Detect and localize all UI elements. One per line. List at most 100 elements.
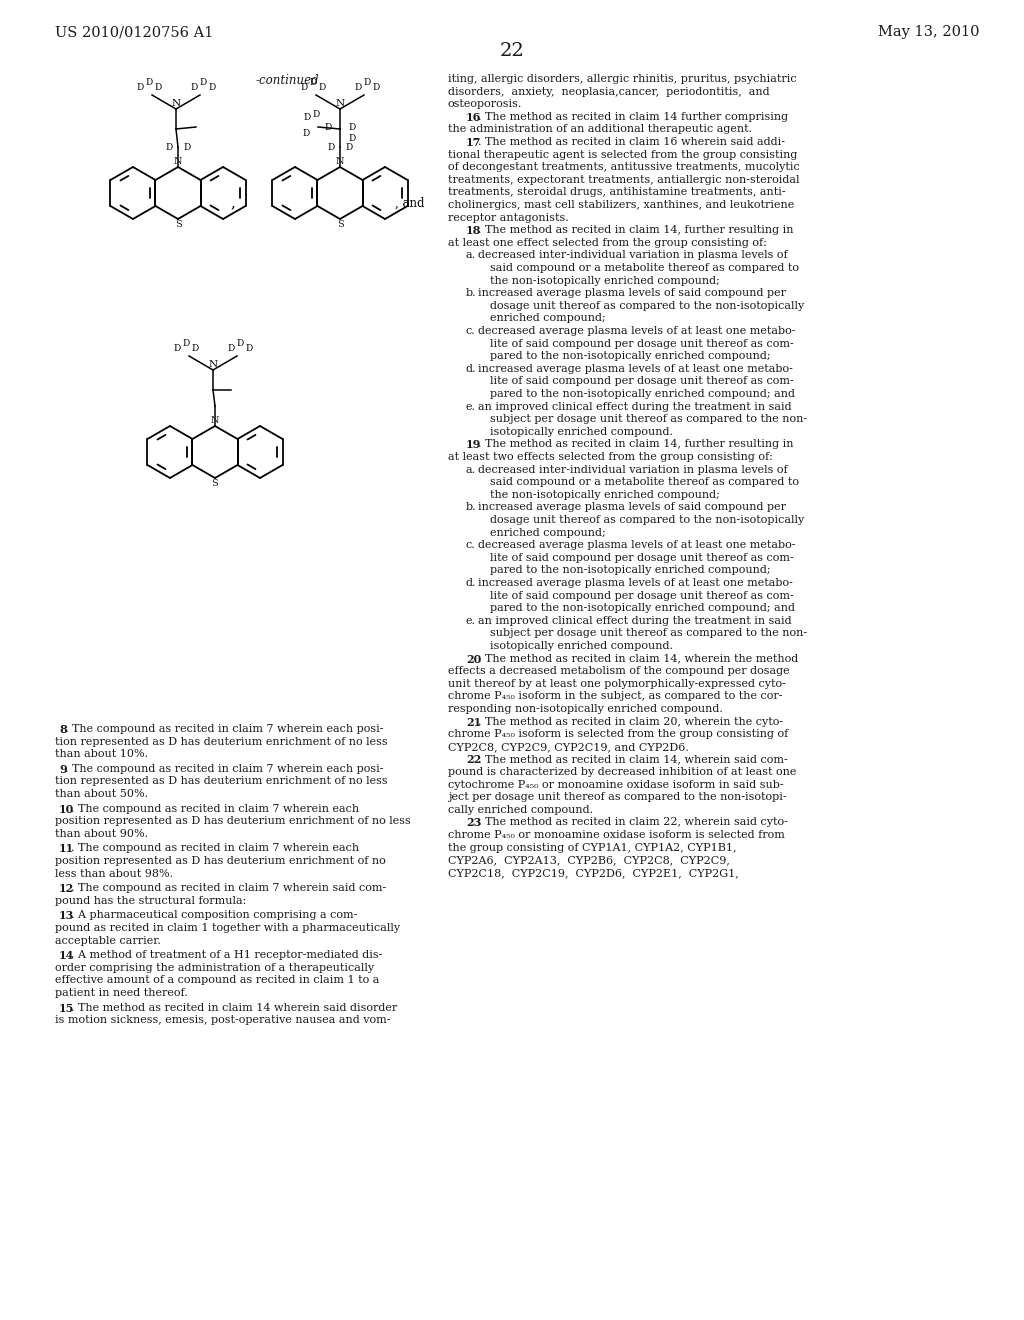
Text: 19: 19 [466, 440, 481, 450]
Text: D: D [182, 339, 189, 348]
Text: . The compound as recited in claim 7 wherein each posi-: . The compound as recited in claim 7 whe… [65, 723, 383, 734]
Text: chrome P₄₅₀ isoform is selected from the group consisting of: chrome P₄₅₀ isoform is selected from the… [449, 729, 788, 739]
Text: May 13, 2010: May 13, 2010 [879, 25, 980, 40]
Text: patient in need thereof.: patient in need thereof. [55, 987, 187, 998]
Text: . The method as recited in claim 14, further resulting in: . The method as recited in claim 14, fur… [477, 440, 794, 449]
Text: decreased inter-individual variation in plasma levels of: decreased inter-individual variation in … [478, 251, 787, 260]
Text: D: D [137, 83, 144, 92]
Text: D: D [348, 135, 355, 143]
Text: N: N [174, 157, 182, 166]
Text: D: D [154, 83, 161, 92]
Text: pound has the structural formula:: pound has the structural formula: [55, 896, 247, 906]
Text: subject per dosage unit thereof as compared to the non-: subject per dosage unit thereof as compa… [490, 414, 807, 424]
Text: ,: , [230, 195, 236, 210]
Text: pared to the non-isotopically enriched compound;: pared to the non-isotopically enriched c… [490, 565, 771, 576]
Text: S: S [175, 220, 181, 228]
Text: D: D [200, 78, 207, 87]
Text: cholinergics, mast cell stabilizers, xanthines, and leukotriene: cholinergics, mast cell stabilizers, xan… [449, 201, 795, 210]
Text: a.: a. [466, 465, 476, 475]
Text: effects a decreased metabolism of the compound per dosage: effects a decreased metabolism of the co… [449, 667, 790, 676]
Text: e.: e. [466, 401, 476, 412]
Text: isotopically enriched compound.: isotopically enriched compound. [490, 426, 673, 437]
Text: increased average plasma levels of at least one metabo-: increased average plasma levels of at le… [478, 578, 793, 587]
Text: 22: 22 [466, 755, 481, 766]
Text: 23: 23 [466, 817, 481, 829]
Text: D: D [174, 345, 181, 352]
Text: e.: e. [466, 616, 476, 626]
Text: D: D [145, 78, 153, 87]
Text: an improved clinical effect during the treatment in said: an improved clinical effect during the t… [478, 401, 792, 412]
Text: osteoporosis.: osteoporosis. [449, 99, 522, 110]
Text: US 2010/0120756 A1: US 2010/0120756 A1 [55, 25, 213, 40]
Text: decreased average plasma levels of at least one metabo-: decreased average plasma levels of at le… [478, 540, 796, 550]
Text: D: D [348, 123, 355, 132]
Text: cytochrome P₄₅₀ or monoamine oxidase isoform in said sub-: cytochrome P₄₅₀ or monoamine oxidase iso… [449, 780, 783, 789]
Text: N: N [171, 99, 180, 108]
Text: . The compound as recited in claim 7 wherein each: . The compound as recited in claim 7 whe… [71, 804, 358, 813]
Text: at least two effects selected from the group consisting of:: at least two effects selected from the g… [449, 451, 773, 462]
Text: a.: a. [466, 251, 476, 260]
Text: D: D [166, 143, 173, 152]
Text: N: N [211, 416, 219, 425]
Text: dosage unit thereof as compared to the non-isotopically: dosage unit thereof as compared to the n… [490, 301, 804, 310]
Text: 22: 22 [500, 42, 524, 59]
Text: 8: 8 [59, 723, 67, 735]
Text: D: D [191, 345, 199, 352]
Text: N: N [209, 360, 217, 370]
Text: d.: d. [466, 578, 476, 587]
Text: receptor antagonists.: receptor antagonists. [449, 213, 568, 223]
Text: enriched compound;: enriched compound; [490, 313, 606, 323]
Text: iting, allergic disorders, allergic rhinitis, pruritus, psychiatric: iting, allergic disorders, allergic rhin… [449, 74, 797, 84]
Text: position represented as D has deuterium enrichment of no: position represented as D has deuterium … [55, 855, 386, 866]
Text: at least one effect selected from the group consisting of:: at least one effect selected from the gr… [449, 238, 767, 248]
Text: D: D [183, 143, 190, 152]
Text: D: D [237, 339, 244, 348]
Text: D: D [301, 83, 308, 92]
Text: 10: 10 [59, 804, 75, 814]
Text: increased average plasma levels of at least one metabo-: increased average plasma levels of at le… [478, 364, 793, 374]
Text: D: D [345, 143, 352, 152]
Text: 15: 15 [59, 1003, 75, 1014]
Text: than about 10%.: than about 10%. [55, 750, 148, 759]
Text: D: D [304, 114, 311, 121]
Text: D: D [325, 123, 332, 132]
Text: effective amount of a compound as recited in claim 1 to a: effective amount of a compound as recite… [55, 975, 379, 986]
Text: decreased average plasma levels of at least one metabo-: decreased average plasma levels of at le… [478, 326, 796, 337]
Text: cally enriched compound.: cally enriched compound. [449, 805, 593, 814]
Text: D: D [354, 83, 362, 92]
Text: pared to the non-isotopically enriched compound; and: pared to the non-isotopically enriched c… [490, 389, 795, 399]
Text: tion represented as D has deuterium enrichment of no less: tion represented as D has deuterium enri… [55, 776, 388, 787]
Text: 12: 12 [59, 883, 75, 894]
Text: CYP2A6,  CYP2A13,  CYP2B6,  CYP2C8,  CYP2C9,: CYP2A6, CYP2A13, CYP2B6, CYP2C8, CYP2C9, [449, 855, 730, 865]
Text: D: D [364, 78, 371, 87]
Text: 14: 14 [59, 950, 75, 961]
Text: the group consisting of CYP1A1, CYP1A2, CYP1B1,: the group consisting of CYP1A1, CYP1A2, … [449, 842, 736, 853]
Text: . The method as recited in claim 16 wherein said addi-: . The method as recited in claim 16 wher… [477, 137, 784, 147]
Text: D: D [227, 345, 234, 352]
Text: b.: b. [466, 503, 476, 512]
Text: pared to the non-isotopically enriched compound; and: pared to the non-isotopically enriched c… [490, 603, 795, 614]
Text: . The compound as recited in claim 7 wherein each: . The compound as recited in claim 7 whe… [71, 843, 358, 854]
Text: . The method as recited in claim 22, wherein said cyto-: . The method as recited in claim 22, whe… [477, 817, 787, 828]
Text: responding non-isotopically enriched compound.: responding non-isotopically enriched com… [449, 704, 723, 714]
Text: D: D [318, 83, 326, 92]
Text: treatments, steroidal drugs, antihistamine treatments, anti-: treatments, steroidal drugs, antihistami… [449, 187, 785, 198]
Text: D: D [372, 83, 379, 92]
Text: pound as recited in claim 1 together with a pharmaceutically: pound as recited in claim 1 together wit… [55, 923, 400, 933]
Text: D: D [303, 129, 310, 139]
Text: 13: 13 [59, 911, 75, 921]
Text: CYP2C18,  CYP2C19,  CYP2D6,  CYP2E1,  CYP2G1,: CYP2C18, CYP2C19, CYP2D6, CYP2E1, CYP2G1… [449, 867, 738, 878]
Text: . The method as recited in claim 14, wherein said com-: . The method as recited in claim 14, whe… [477, 755, 787, 764]
Text: tional therapeutic agent is selected from the group consisting: tional therapeutic agent is selected fro… [449, 149, 798, 160]
Text: S: S [337, 220, 343, 228]
Text: . A method of treatment of a H1 receptor-mediated dis-: . A method of treatment of a H1 receptor… [71, 950, 382, 960]
Text: unit thereof by at least one polymorphically-expressed cyto-: unit thereof by at least one polymorphic… [449, 678, 785, 689]
Text: . The method as recited in claim 14, further resulting in: . The method as recited in claim 14, fur… [477, 226, 794, 235]
Text: acceptable carrier.: acceptable carrier. [55, 936, 161, 945]
Text: the non-isotopically enriched compound;: the non-isotopically enriched compound; [490, 490, 720, 500]
Text: . The method as recited in claim 14, wherein the method: . The method as recited in claim 14, whe… [477, 653, 798, 664]
Text: tion represented as D has deuterium enrichment of no less: tion represented as D has deuterium enri… [55, 737, 388, 747]
Text: . The method as recited in claim 14 wherein said disorder: . The method as recited in claim 14 wher… [71, 1003, 397, 1012]
Text: 20: 20 [466, 653, 481, 664]
Text: lite of said compound per dosage unit thereof as com-: lite of said compound per dosage unit th… [490, 376, 794, 387]
